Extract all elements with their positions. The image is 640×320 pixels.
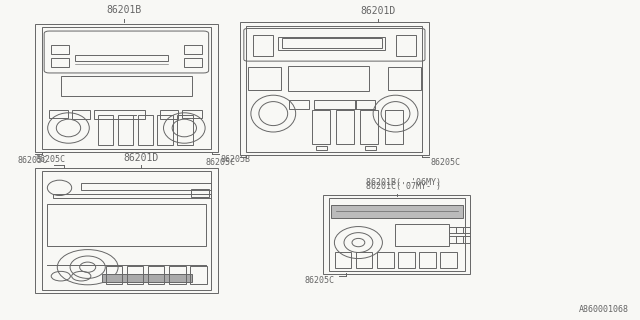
Bar (282, 38, 382, 48)
Bar (329, 198, 465, 271)
Bar (53, 194, 211, 198)
Bar (184, 58, 202, 67)
Bar (81, 183, 211, 190)
Bar (72, 110, 90, 119)
Bar (51, 45, 69, 54)
Bar (388, 67, 421, 90)
Bar (396, 35, 416, 56)
Bar (440, 252, 457, 268)
Bar (42, 171, 211, 290)
Bar (127, 266, 143, 284)
Bar (118, 115, 133, 145)
Text: 86205C: 86205C (430, 158, 460, 167)
Text: 86205B: 86205B (220, 155, 250, 164)
Bar (98, 115, 113, 145)
Text: 86201D: 86201D (123, 153, 159, 163)
Bar (102, 274, 192, 282)
Bar (94, 110, 145, 119)
Bar (336, 110, 354, 144)
Bar (331, 205, 463, 218)
Bar (278, 37, 385, 50)
Bar (323, 195, 470, 274)
Bar (184, 45, 202, 54)
Bar (138, 115, 153, 145)
Bar (449, 236, 463, 243)
Bar (377, 252, 394, 268)
Bar (248, 67, 281, 90)
Bar (355, 100, 375, 109)
Bar (419, 252, 436, 268)
Bar (106, 266, 122, 284)
Bar (360, 110, 378, 144)
Bar (191, 189, 209, 197)
Bar (35, 168, 218, 293)
Text: 86205C: 86205C (304, 276, 334, 285)
Bar (253, 35, 273, 56)
Bar (312, 110, 330, 144)
Bar (335, 252, 351, 268)
Bar (190, 266, 207, 284)
Bar (42, 27, 211, 149)
Bar (385, 110, 403, 144)
Bar (177, 115, 193, 145)
Bar (49, 110, 68, 118)
Text: 86201C('07MY- ): 86201C('07MY- ) (366, 182, 441, 191)
Bar (288, 66, 369, 91)
Bar (395, 224, 449, 246)
Bar (365, 146, 376, 150)
Bar (316, 146, 327, 150)
Bar (160, 110, 178, 119)
Bar (157, 115, 173, 145)
Bar (148, 266, 164, 284)
Text: A860001068: A860001068 (579, 305, 628, 314)
Bar (449, 227, 463, 233)
Text: 86201B: 86201B (106, 5, 141, 15)
Bar (182, 110, 202, 118)
Bar (61, 76, 192, 96)
Bar (169, 266, 186, 284)
Text: 86205C: 86205C (18, 156, 48, 165)
Bar (398, 252, 415, 268)
Text: 86201D: 86201D (360, 6, 396, 16)
Bar (246, 26, 422, 152)
Bar (240, 22, 429, 155)
Bar (35, 24, 218, 152)
Bar (356, 252, 372, 268)
Bar (51, 58, 69, 67)
Bar (289, 100, 309, 109)
Bar (75, 55, 168, 61)
Bar (314, 100, 356, 109)
Text: 86205C: 86205C (36, 155, 66, 164)
Bar (456, 227, 470, 233)
Text: 86201B( -'06MY): 86201B( -'06MY) (366, 178, 441, 187)
Bar (47, 204, 206, 246)
Text: 86205C: 86205C (205, 158, 236, 167)
Bar (456, 236, 470, 243)
